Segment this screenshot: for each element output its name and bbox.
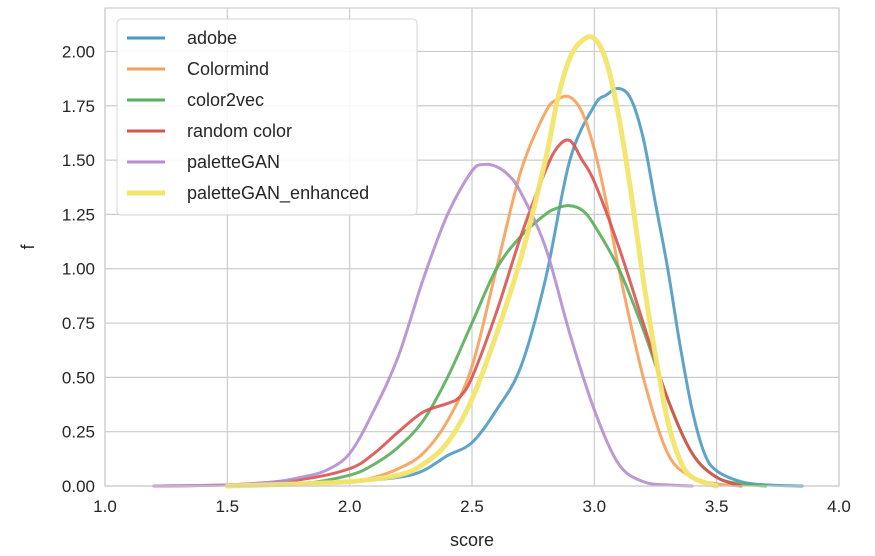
- y-tick-label: 1.25: [62, 205, 95, 224]
- y-tick-label: 1.75: [62, 97, 95, 116]
- series-line-random-color: [152, 138, 743, 488]
- series-line-adobe: [225, 86, 804, 488]
- series-line-palettegan: [152, 162, 694, 488]
- x-tick-label: 3.5: [705, 497, 729, 516]
- y-tick-label: 0.75: [62, 314, 95, 333]
- y-tick-label: 1.00: [62, 260, 95, 279]
- legend-entry-label: random color: [187, 121, 292, 141]
- x-axis-label: score: [450, 530, 494, 550]
- legend-entry-label: paletteGAN_enhanced: [187, 183, 369, 204]
- x-tick-label: 1.5: [216, 497, 240, 516]
- legend-entry-label: Colormind: [187, 59, 269, 79]
- legend-box: [116, 18, 418, 216]
- x-tick-label: 4.0: [827, 497, 851, 516]
- y-tick-label: 0.25: [62, 423, 95, 442]
- plot-frame: [104, 7, 840, 487]
- y-tick-label: 0.00: [62, 477, 95, 496]
- legend-entry-label: adobe: [187, 28, 237, 48]
- legend: adobe Colormind color2vec random color palet…: [116, 18, 418, 216]
- y-tick-label: 0.50: [62, 368, 95, 387]
- series-line-colormind: [225, 94, 743, 488]
- x-tick-label: 2.0: [338, 497, 362, 516]
- series-line-palettegan-enhanced: [224, 34, 720, 489]
- x-tick-label: 2.5: [460, 497, 484, 516]
- x-tick-label: 3.0: [583, 497, 607, 516]
- y-axis-label: f: [18, 244, 38, 250]
- y-tick-label: 2.00: [62, 42, 95, 61]
- legend-entry-label: color2vec: [187, 90, 264, 110]
- y-tick-label: 1.50: [62, 151, 95, 170]
- series-layer: [152, 34, 804, 489]
- legend-entry-label: paletteGAN: [187, 152, 280, 172]
- y-axis-ticks: 0.00 0.25 0.50 0.75 1.00 1.25 1.50 1.75 2.00: [62, 42, 95, 496]
- x-axis-ticks: 1.0 1.5 2.0 2.5 3.0 3.5 4.0: [93, 497, 851, 516]
- x-tick-label: 1.0: [93, 497, 117, 516]
